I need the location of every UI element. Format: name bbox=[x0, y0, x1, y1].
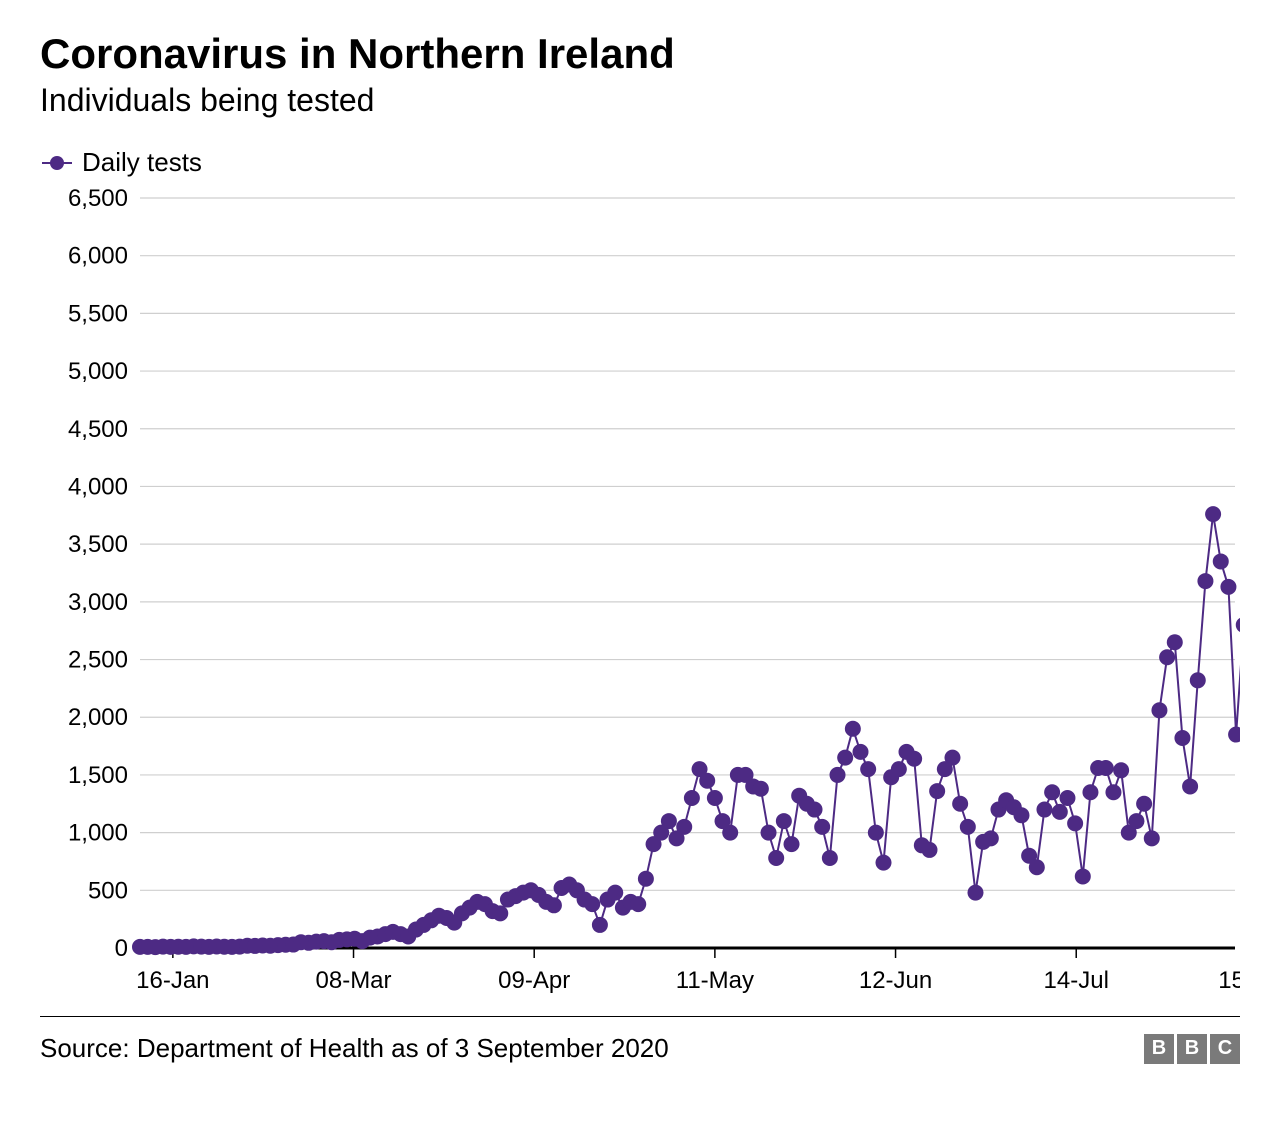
svg-text:16-Jan: 16-Jan bbox=[136, 967, 209, 994]
svg-text:2,500: 2,500 bbox=[68, 647, 128, 674]
footer: Source: Department of Health as of 3 Sep… bbox=[40, 1016, 1240, 1064]
chart-plot-area: 0 500 1,000 1,500 2,000 2,500 3,000 3,500 4,000 4… bbox=[40, 188, 1240, 1008]
svg-text:09-Apr: 09-Apr bbox=[498, 967, 570, 994]
bbc-logo: B B C bbox=[1144, 1034, 1240, 1064]
svg-text:14-Jul: 14-Jul bbox=[1044, 967, 1109, 994]
svg-text:11-May: 11-May bbox=[676, 967, 754, 994]
svg-text:15-Aug: 15-Aug bbox=[1218, 967, 1240, 994]
legend: Daily tests bbox=[40, 147, 1240, 178]
svg-text:6,000: 6,000 bbox=[68, 243, 128, 270]
svg-text:500: 500 bbox=[88, 877, 128, 904]
svg-text:6,500: 6,500 bbox=[68, 188, 128, 212]
chart-svg: 0 500 1,000 1,500 2,000 2,500 3,000 3,500 4,000 4… bbox=[40, 188, 1240, 1008]
svg-text:2,000: 2,000 bbox=[68, 704, 128, 731]
svg-text:08-Mar: 08-Mar bbox=[316, 967, 392, 994]
svg-text:3,500: 3,500 bbox=[68, 531, 128, 558]
legend-label: Daily tests bbox=[82, 147, 202, 178]
svg-text:4,500: 4,500 bbox=[68, 416, 128, 443]
source-text: Source: Department of Health as of 3 Sep… bbox=[40, 1033, 669, 1064]
svg-text:12-Jun: 12-Jun bbox=[859, 967, 932, 994]
svg-text:1,000: 1,000 bbox=[68, 820, 128, 847]
chart-subtitle: Individuals being tested bbox=[40, 82, 1240, 119]
legend-marker-icon bbox=[42, 153, 72, 173]
chart-title: Coronavirus in Northern Ireland bbox=[40, 30, 1240, 78]
legend-dot-icon bbox=[50, 156, 64, 170]
bbc-logo-letter: C bbox=[1210, 1034, 1240, 1064]
svg-text:0: 0 bbox=[115, 935, 128, 962]
svg-text:3,000: 3,000 bbox=[68, 589, 128, 616]
svg-text:5,000: 5,000 bbox=[68, 358, 128, 385]
svg-text:4,000: 4,000 bbox=[68, 473, 128, 500]
svg-text:5,500: 5,500 bbox=[68, 300, 128, 327]
bbc-logo-letter: B bbox=[1144, 1034, 1174, 1064]
bbc-logo-letter: B bbox=[1177, 1034, 1207, 1064]
svg-text:1,500: 1,500 bbox=[68, 762, 128, 789]
